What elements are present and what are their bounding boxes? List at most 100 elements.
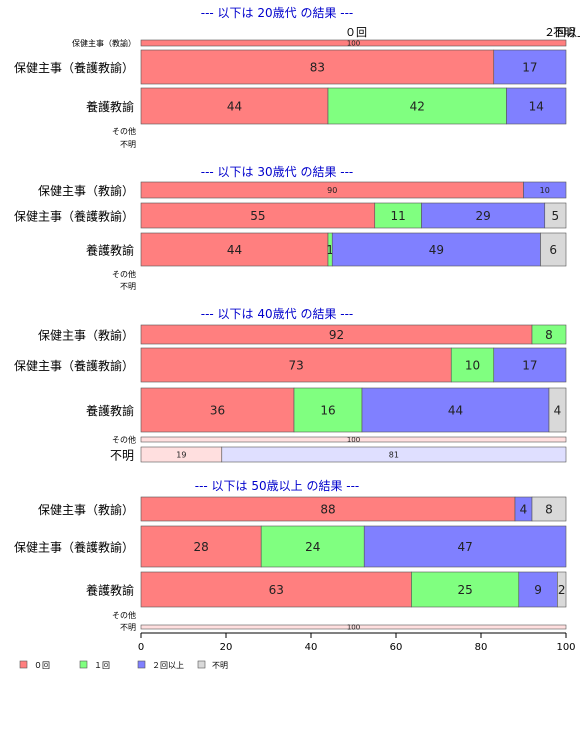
data-label: 36 [210, 404, 225, 418]
bar-segment [140, 347, 452, 383]
data-label: 44 [448, 404, 463, 418]
data-label: 24 [305, 540, 320, 554]
bar-segment [450, 347, 495, 383]
bar-segment [331, 232, 541, 267]
data-label: 42 [410, 100, 425, 114]
row-label: 不明 [120, 140, 136, 149]
legend-label: １回 [94, 661, 110, 670]
data-label: 16 [320, 404, 335, 418]
data-label: 2 [558, 583, 566, 597]
data-label: 44 [227, 243, 242, 257]
row-label: その他 [112, 610, 136, 620]
data-label: 88 [320, 503, 335, 517]
bar-segment [493, 49, 567, 85]
data-label: 5 [552, 209, 560, 223]
data-label: 29 [475, 209, 490, 223]
bar-segment [540, 232, 567, 267]
panel-title: --- 以下は 20歳代 の結果 --- [201, 6, 354, 20]
legend-label: ２回以上 [152, 661, 184, 670]
bar-segment [493, 347, 567, 383]
data-label: 49 [429, 243, 444, 257]
bar-segment [140, 39, 567, 47]
panel-title: --- 以下は 30歳代 の結果 --- [201, 165, 354, 179]
data-label: 28 [193, 540, 208, 554]
row-label: その他 [112, 435, 136, 445]
legend-label: ０回 [34, 661, 50, 670]
data-label: 81 [389, 451, 399, 460]
data-label: 11 [390, 209, 405, 223]
data-label: 92 [329, 328, 344, 342]
data-label: 55 [250, 209, 265, 223]
bar-segment [140, 624, 567, 630]
data-label: 8 [545, 328, 553, 342]
bar-segment [140, 525, 262, 568]
bar-segment [140, 496, 516, 522]
data-label: 10 [540, 186, 550, 195]
row-label: 保健主事（教諭） [72, 38, 136, 48]
top-category-label: 不明 [553, 26, 575, 39]
x-tick-label: 0 [138, 642, 144, 653]
top-category-label: ０回 [345, 26, 367, 39]
data-label: 100 [347, 624, 360, 632]
panel-title: --- 以下は 40歳代 の結果 --- [201, 307, 354, 321]
data-label: 1 [326, 243, 334, 257]
data-label: 47 [457, 540, 472, 554]
bar-segment [260, 525, 365, 568]
bar-segment [361, 387, 550, 433]
row-label: 不明 [110, 449, 134, 463]
bar-segment [518, 571, 558, 608]
x-tick-label: 60 [390, 642, 403, 653]
bar-segment [548, 387, 567, 433]
data-label: 19 [176, 451, 186, 460]
data-label: 90 [327, 186, 337, 195]
row-label: 保健主事（養護教諭） [14, 540, 134, 555]
legend-swatch [137, 660, 146, 669]
bar-segment [531, 324, 567, 345]
row-label: 養護教諭 [86, 403, 134, 418]
data-label: 14 [529, 100, 544, 114]
bar-segment [140, 387, 295, 433]
data-label: 83 [310, 61, 325, 75]
row-label: 保健主事（教諭） [38, 502, 134, 517]
row-label: 不明 [120, 623, 136, 632]
legend-swatch [79, 660, 88, 669]
row-label: 養護教諭 [86, 99, 134, 114]
data-label: 8 [545, 503, 553, 517]
data-label: 17 [522, 61, 537, 75]
data-label: 4 [554, 404, 562, 418]
data-label: 6 [549, 243, 557, 257]
row-label: 養護教諭 [86, 243, 134, 258]
bar-segment [523, 181, 567, 199]
x-tick-label: 80 [475, 642, 488, 653]
bar-segment [363, 525, 567, 568]
row-label: 保健主事（教諭） [38, 183, 134, 198]
legend-swatch [19, 660, 28, 669]
row-label: その他 [112, 269, 136, 279]
data-label: 100 [347, 40, 360, 48]
legend-swatch [197, 660, 206, 669]
bar-segment [506, 87, 567, 125]
data-label: 9 [534, 583, 542, 597]
data-label: 17 [522, 359, 537, 373]
bar-segment [557, 571, 567, 608]
row-label: 保健主事（養護教諭） [14, 358, 134, 373]
row-label: 保健主事（教諭） [38, 328, 134, 343]
x-tick-label: 40 [305, 642, 318, 653]
bar-segment [140, 202, 376, 229]
bar-segment [421, 202, 546, 229]
bar-segment [293, 387, 363, 433]
data-label: 25 [457, 583, 472, 597]
x-tick-label: 20 [220, 642, 233, 653]
bar-segment [531, 496, 567, 522]
bar-segment [140, 571, 412, 608]
x-tick-label: 100 [556, 642, 575, 653]
data-label: 4 [520, 503, 528, 517]
top-category-label: ２回以上 [544, 26, 580, 39]
data-label: 73 [288, 359, 303, 373]
bar-segment [327, 87, 507, 125]
row-label: 養護教諭 [86, 583, 134, 598]
data-label: 63 [269, 583, 284, 597]
data-label: 10 [465, 359, 480, 373]
row-label: 不明 [120, 282, 136, 291]
